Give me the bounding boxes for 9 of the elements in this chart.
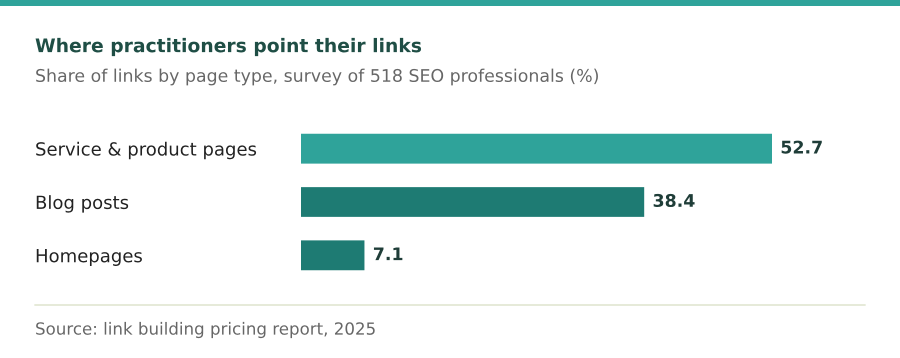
- chart-title: Where practitioners point their links: [36, 38, 422, 56]
- y-tick-label: Homepages: [36, 249, 142, 266]
- data-label: 38.4: [654, 194, 695, 208]
- source-note: Source: link building pricing report, 2025: [36, 322, 375, 338]
- data-label: 7.1: [374, 247, 402, 260]
- chart-subtitle: Share of links by page type, survey of 518 SEO professionals (%): [36, 68, 598, 86]
- y-tick-label: Service & product pages: [36, 142, 256, 160]
- data-label: 52.7: [782, 140, 822, 154]
- y-tick-label: Blog posts: [36, 195, 128, 213]
